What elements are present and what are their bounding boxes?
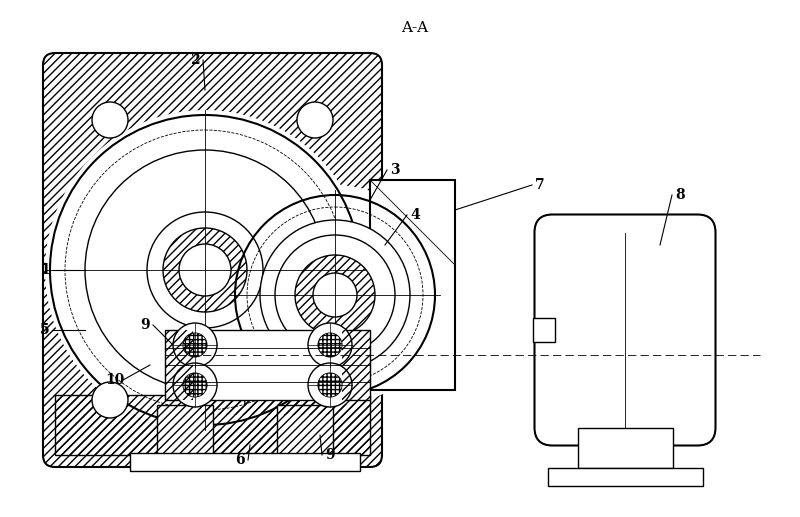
Bar xyxy=(200,395,330,415)
Circle shape xyxy=(275,235,395,355)
Bar xyxy=(165,330,193,400)
Circle shape xyxy=(313,273,357,317)
Text: 9: 9 xyxy=(140,318,150,332)
Circle shape xyxy=(308,363,352,407)
Text: 5: 5 xyxy=(40,323,50,337)
Bar xyxy=(130,453,360,471)
Text: 1: 1 xyxy=(40,263,50,277)
Text: 4: 4 xyxy=(410,208,420,222)
Bar xyxy=(157,405,213,455)
Circle shape xyxy=(147,212,263,328)
Bar xyxy=(578,428,673,467)
Bar xyxy=(342,330,370,400)
Circle shape xyxy=(297,102,333,138)
Bar xyxy=(547,467,702,485)
Circle shape xyxy=(173,323,217,367)
Bar xyxy=(370,180,455,390)
Circle shape xyxy=(85,150,325,390)
Text: 2: 2 xyxy=(190,53,200,67)
Circle shape xyxy=(92,102,128,138)
Circle shape xyxy=(45,110,365,430)
Circle shape xyxy=(308,323,352,367)
Text: A-A: A-A xyxy=(402,21,429,35)
Circle shape xyxy=(260,220,410,370)
FancyBboxPatch shape xyxy=(534,215,715,446)
Text: 10: 10 xyxy=(106,373,125,387)
Text: 3: 3 xyxy=(390,163,400,177)
Circle shape xyxy=(179,244,231,296)
Text: 6: 6 xyxy=(235,453,245,467)
Text: 8: 8 xyxy=(675,188,685,202)
Bar xyxy=(165,330,370,400)
Circle shape xyxy=(225,185,445,405)
Bar xyxy=(533,318,554,342)
Text: 7: 7 xyxy=(535,178,545,192)
Circle shape xyxy=(92,382,128,418)
Text: 9: 9 xyxy=(325,448,335,462)
FancyBboxPatch shape xyxy=(43,53,382,467)
Circle shape xyxy=(173,363,217,407)
Bar xyxy=(277,405,333,455)
Bar xyxy=(55,395,370,455)
